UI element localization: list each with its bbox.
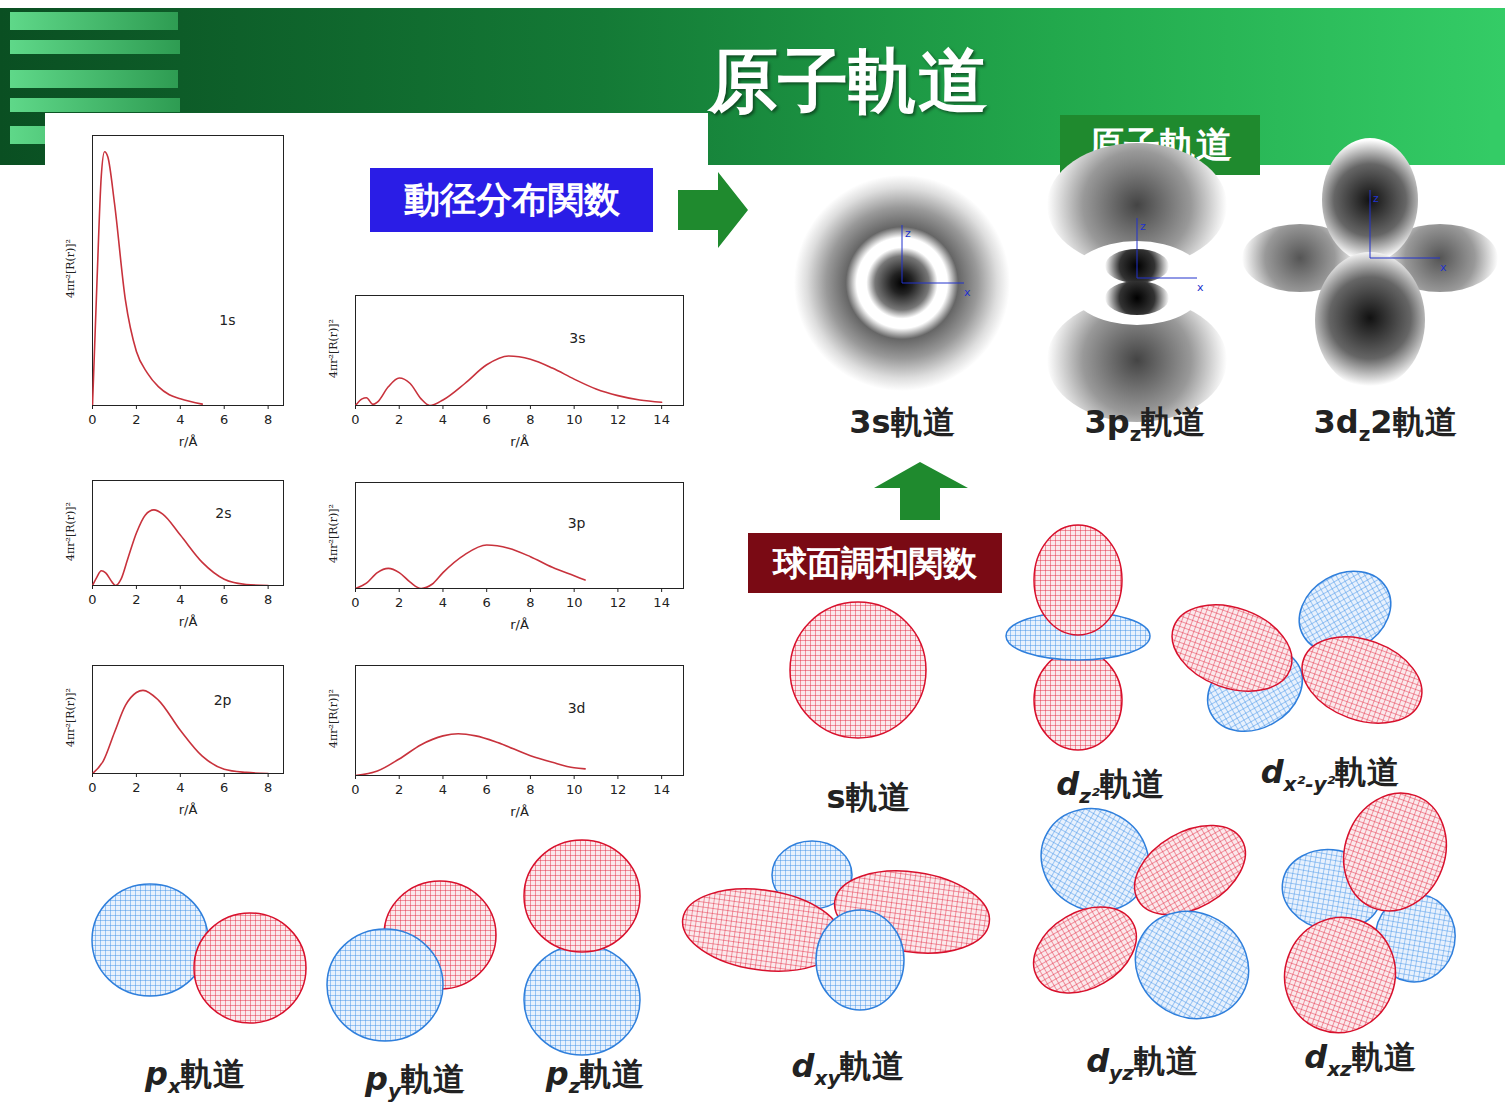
svg-text:6: 6 [483, 595, 491, 610]
svg-text:dyz軌道: dyz軌道 [1086, 1042, 1198, 1085]
svg-text:8: 8 [264, 592, 272, 607]
svg-text:10: 10 [566, 412, 583, 427]
svg-text:r/Å: r/Å [510, 434, 529, 449]
svg-text:r/Å: r/Å [179, 434, 198, 449]
html-text:原子軌道: 原子軌道 [1088, 124, 1232, 165]
svg-text:x: x [1197, 281, 1204, 294]
svg-text:12: 12 [610, 782, 627, 797]
svg-text:x: x [1440, 261, 1447, 274]
svg-text:3dz2軌道: 3dz2軌道 [1313, 403, 1456, 446]
svg-text:2: 2 [132, 592, 140, 607]
svg-text:pz軌道: pz軌道 [545, 1055, 645, 1098]
svg-text:s軌道: s軌道 [826, 778, 909, 816]
svg-text:0: 0 [88, 412, 96, 427]
svg-text:4: 4 [176, 412, 184, 427]
svg-text:3s軌道: 3s軌道 [849, 403, 954, 441]
svg-text:4: 4 [439, 782, 447, 797]
svg-text:14: 14 [653, 412, 670, 427]
svg-text:8: 8 [526, 412, 534, 427]
svg-text:2: 2 [132, 780, 140, 795]
svg-text:3d: 3d [568, 700, 586, 716]
svg-text:2: 2 [395, 595, 403, 610]
svg-text:6: 6 [220, 780, 228, 795]
svg-text:0: 0 [351, 412, 359, 427]
html-text:4πr²[R(r)]²: 4πr²[R(r)]² [63, 239, 77, 298]
svg-text:2: 2 [395, 782, 403, 797]
html-text:4πr²[R(r)]²: 4πr²[R(r)]² [63, 501, 77, 561]
svg-text:8: 8 [526, 595, 534, 610]
svg-text:0: 0 [351, 782, 359, 797]
svg-text:1s: 1s [219, 312, 235, 328]
svg-text:z: z [905, 227, 911, 240]
svg-text:z: z [1373, 192, 1379, 205]
svg-text:2s: 2s [215, 505, 231, 521]
svg-text:12: 12 [610, 412, 627, 427]
svg-text:3pz軌道: 3pz軌道 [1085, 403, 1206, 446]
html-text:原子軌道: 原子軌道 [708, 40, 988, 122]
svg-text:dxy軌道: dxy軌道 [792, 1047, 905, 1090]
svg-text:3p: 3p [568, 515, 586, 531]
svg-text:12: 12 [610, 595, 627, 610]
svg-text:2p: 2p [214, 692, 232, 708]
svg-text:8: 8 [264, 780, 272, 795]
svg-text:4: 4 [439, 595, 447, 610]
html-text:動径分布関数: 動径分布関数 [403, 179, 620, 220]
svg-text:10: 10 [566, 595, 583, 610]
svg-text:2: 2 [395, 412, 403, 427]
svg-text:6: 6 [220, 592, 228, 607]
html-text:4πr²[R(r)]²: 4πr²[R(r)]² [63, 688, 77, 747]
svg-text:14: 14 [653, 595, 670, 610]
svg-text:r/Å: r/Å [510, 617, 529, 632]
svg-text:14: 14 [653, 782, 670, 797]
html-text:4πr²[R(r)]²: 4πr²[R(r)]² [326, 689, 340, 748]
svg-text:6: 6 [220, 412, 228, 427]
html-text:4πr²[R(r)]²: 4πr²[R(r)]² [326, 504, 340, 563]
svg-text:0: 0 [351, 595, 359, 610]
svg-text:6: 6 [483, 412, 491, 427]
svg-text:dz²軌道: dz²軌道 [1056, 765, 1163, 808]
svg-text:2: 2 [132, 412, 140, 427]
svg-text:4: 4 [176, 780, 184, 795]
svg-text:8: 8 [264, 412, 272, 427]
svg-text:r/Å: r/Å [510, 804, 529, 819]
html-text:球面調和関数: 球面調和関数 [773, 543, 977, 583]
svg-text:0: 0 [88, 592, 96, 607]
svg-text:r/Å: r/Å [179, 614, 198, 629]
svg-text:4: 4 [439, 412, 447, 427]
svg-text:0: 0 [88, 780, 96, 795]
svg-text:4: 4 [176, 592, 184, 607]
svg-text:x: x [964, 286, 971, 299]
svg-text:8: 8 [526, 782, 534, 797]
html-text:4πr²[R(r)]²: 4πr²[R(r)]² [326, 319, 340, 378]
svg-text:py軌道: py軌道 [364, 1060, 465, 1103]
svg-text:r/Å: r/Å [179, 802, 198, 817]
svg-text:z: z [1140, 220, 1146, 233]
svg-text:6: 6 [483, 782, 491, 797]
svg-text:dx²-y²軌道: dx²-y²軌道 [1261, 753, 1400, 796]
svg-text:dxz軌道: dxz軌道 [1304, 1038, 1415, 1081]
svg-text:10: 10 [566, 782, 583, 797]
svg-text:3s: 3s [569, 330, 585, 346]
svg-text:px軌道: px軌道 [144, 1055, 245, 1098]
